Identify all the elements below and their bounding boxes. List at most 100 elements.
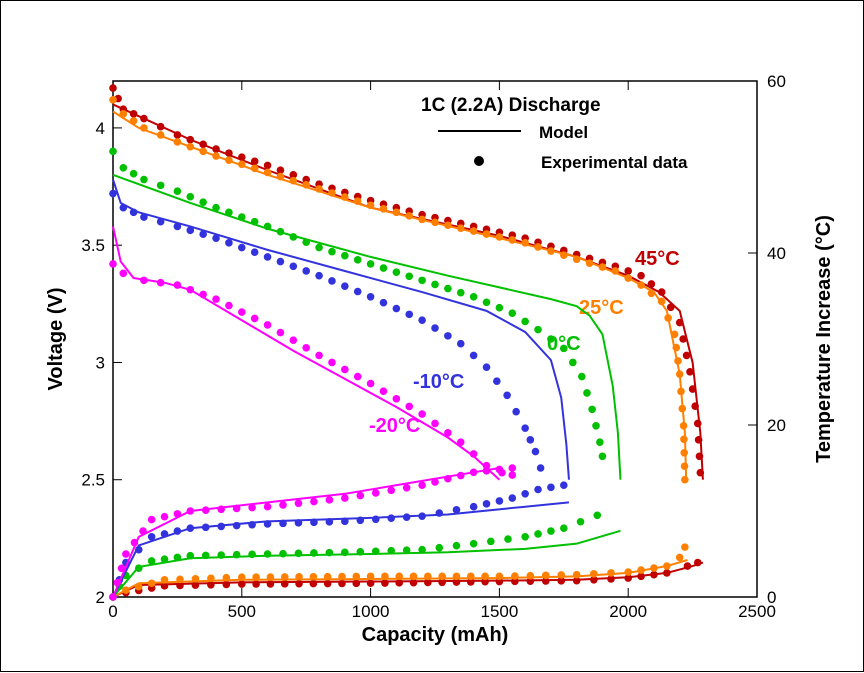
y-axis-title: Voltage (V) (45, 288, 67, 391)
voltage-exp-point (353, 372, 362, 381)
temperature-exp-point (352, 579, 361, 588)
voltage-exp-point (677, 387, 685, 396)
voltage-exp-point (109, 260, 117, 268)
temperature-exp-point (248, 520, 256, 529)
voltage-exp-point (503, 391, 511, 400)
voltage-exp-point (679, 421, 688, 430)
temperature-exp-point (456, 471, 465, 480)
temperature-exp-point (147, 557, 156, 565)
voltage-exp-point (199, 198, 207, 206)
voltage-exp-point (129, 117, 138, 125)
voltage-exp-point (688, 385, 697, 393)
voltage-exp-point (341, 251, 349, 260)
temperature-exp-point (487, 537, 495, 546)
temperature-exp-point (201, 506, 210, 514)
temperature-exp-point (122, 586, 130, 594)
temperature-exp-point (650, 564, 658, 572)
temperature-exp-point (176, 575, 184, 584)
voltage-exp-point (469, 450, 478, 458)
temperature-exp-point (263, 520, 272, 528)
temperature-exp-point (526, 577, 535, 585)
voltage-exp-point (596, 438, 604, 447)
temperature-exp-point (469, 502, 478, 511)
temperature-exp-point (252, 580, 260, 588)
temperature-exp-point (263, 502, 272, 511)
voltage-exp-point (238, 153, 246, 162)
temperature-exp-point (309, 572, 318, 581)
voltage-exp-point (238, 308, 246, 316)
temperature-exp-point (279, 501, 287, 509)
voltage-exp-point (186, 142, 195, 151)
temperature-exp-point (356, 491, 365, 500)
voltage-exp-point (289, 171, 298, 179)
temperature-exp-point (526, 571, 535, 580)
voltage-exp-point (405, 310, 414, 319)
series-label: 25°C (579, 297, 624, 319)
temperature-exp-point (248, 503, 256, 512)
voltage-exp-point (315, 185, 323, 193)
temperature-exp-point (356, 516, 365, 525)
temperature-exp-point (147, 533, 156, 541)
temperature-exp-point (295, 573, 303, 581)
temperature-exp-point (508, 464, 517, 472)
temperature-model-line (112, 529, 621, 598)
voltage-exp-point (508, 236, 517, 244)
temperature-exp-point (387, 486, 396, 495)
voltage-exp-point (678, 404, 687, 413)
temperature-exp-point (534, 485, 542, 494)
voltage-exp-point (534, 243, 542, 251)
voltage-exp-point (186, 285, 195, 294)
voltage-exp-point (418, 410, 426, 418)
voltage-exp-point (341, 282, 349, 291)
temperature-exp-point (222, 580, 231, 589)
series-group: -10°C (109, 179, 570, 601)
temperature-exp-point (186, 524, 195, 532)
voltage-exp-point (521, 424, 529, 432)
temperature-exp-point (323, 579, 332, 588)
voltage-exp-point (456, 288, 465, 297)
voltage-exp-point (238, 243, 246, 252)
temperature-exp-point (248, 550, 256, 559)
voltage-exp-point (572, 255, 581, 264)
voltage-exp-point (547, 335, 555, 343)
voltage-exp-point (508, 471, 517, 479)
voltage-exp-point (585, 259, 594, 267)
voltage-exp-point (328, 277, 336, 285)
temperature-exp-point (624, 574, 632, 582)
voltage-exp-point (238, 213, 246, 221)
temperature-exp-point (323, 572, 332, 581)
voltage-exp-point (129, 169, 138, 178)
temperature-exp-point (444, 474, 452, 483)
legend: 1C (2.2A) Discharge Model Experimental d… (421, 95, 688, 172)
temperature-model-line (112, 501, 570, 598)
voltage-exp-point (379, 298, 388, 307)
voltage-exp-point (119, 110, 128, 118)
temperature-exp-point (173, 527, 182, 535)
temperature-exp-point (541, 577, 550, 585)
voltage-exp-point (212, 145, 220, 153)
temperature-exp-point (572, 570, 581, 579)
voltage-exp-point (675, 370, 684, 378)
series-group: 0°C (109, 147, 622, 601)
voltage-exp-point (392, 208, 401, 217)
temperature-exp-point (160, 512, 169, 521)
temperature-exp-point (693, 558, 702, 567)
voltage-exp-point (672, 343, 681, 352)
voltage-exp-point (302, 175, 311, 184)
voltage-exp-point (302, 267, 311, 275)
temperature-exp-point (279, 519, 287, 528)
voltage-exp-point (482, 363, 491, 371)
voltage-model-line (112, 173, 622, 480)
temperature-exp-point (279, 549, 287, 558)
voltage-exp-point (495, 233, 504, 241)
voltage-exp-point (353, 256, 362, 264)
voltage-exp-point (250, 217, 259, 226)
temperature-exp-point (572, 576, 581, 585)
temperature-exp-point (395, 579, 404, 587)
temperature-exp-point (352, 572, 361, 581)
temperature-exp-point (173, 553, 182, 562)
temperature-exp-point (418, 481, 426, 490)
voltage-exp-point (250, 164, 259, 173)
voltage-exp-point (140, 124, 148, 132)
voltage-exp-point (431, 280, 439, 289)
